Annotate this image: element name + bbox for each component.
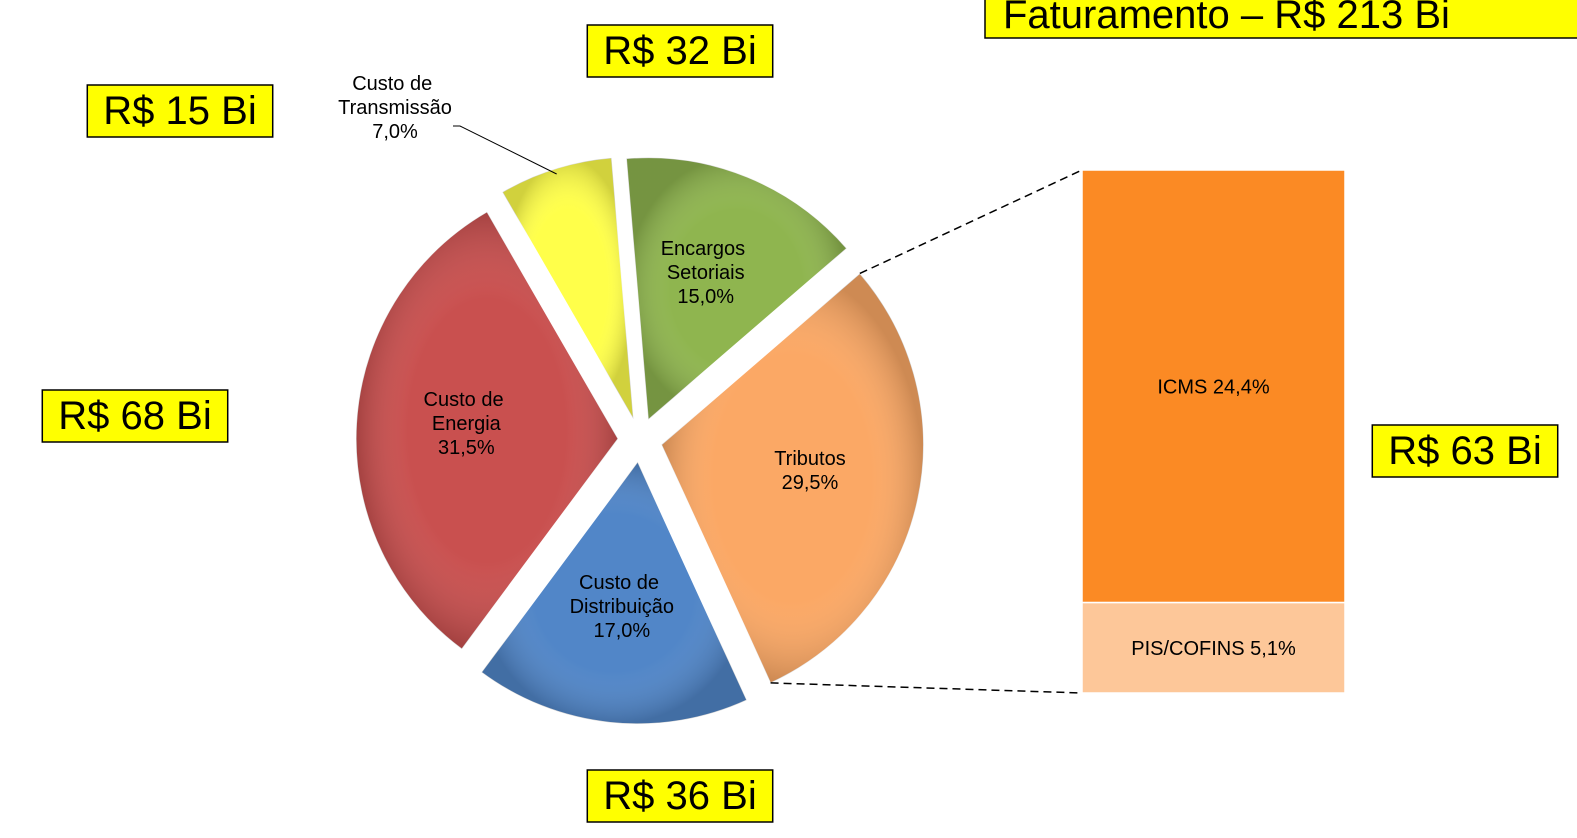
breakdown-bar xyxy=(1081,169,1346,604)
leader-line xyxy=(453,125,557,175)
slice-shade xyxy=(356,211,619,650)
slice-value-label: 7,0% xyxy=(372,121,418,143)
amount-label: R$ 36 Bi xyxy=(603,774,756,818)
breakdown-value: 5,1% xyxy=(1250,638,1296,660)
chart-title: Faturamento – R$ 213 Bi xyxy=(1003,0,1450,37)
slice-shade xyxy=(481,461,747,724)
amount-box xyxy=(41,389,229,443)
amount-box xyxy=(586,769,774,823)
breakdown-value: 24,4% xyxy=(1213,376,1270,398)
slice-label: Encargos Setoriais xyxy=(661,238,751,284)
amount-callout: R$ 32 Bi xyxy=(586,24,774,78)
slice-label: Tributos xyxy=(774,448,846,470)
amount-label: R$ 15 Bi xyxy=(103,89,256,133)
slice-value-label: 29,5% xyxy=(782,472,839,494)
slice-label: Custo de Energia xyxy=(424,389,510,435)
slice-label: Custo de Distribuição xyxy=(570,572,674,618)
amount-box xyxy=(86,84,274,138)
breakdown-bar xyxy=(1081,601,1346,694)
amount-label: R$ 63 Bi xyxy=(1388,429,1541,473)
breakdown-label: PIS/COFINS 5,1% xyxy=(1131,638,1296,660)
breakdown-name: ICMS xyxy=(1157,376,1207,398)
connector xyxy=(859,169,1083,275)
amount-callout: R$ 36 Bi xyxy=(586,769,774,823)
amount-callout: R$ 15 Bi xyxy=(86,84,274,138)
slice-value-label: 17,0% xyxy=(593,620,650,642)
breakdown-label: ICMS 24,4% xyxy=(1157,376,1269,398)
slice-shade xyxy=(626,157,847,420)
slice-shade xyxy=(661,273,924,683)
connector xyxy=(770,682,1083,694)
amount-box xyxy=(586,24,774,78)
amount-callout: R$ 68 Bi xyxy=(41,389,229,443)
title-box xyxy=(984,0,1577,39)
slice-value-label: 15,0% xyxy=(677,286,734,308)
amount-label: R$ 68 Bi xyxy=(58,394,211,438)
amount-label: R$ 32 Bi xyxy=(603,29,756,73)
amount-box xyxy=(1371,424,1559,478)
slice-value-label: 31,5% xyxy=(438,437,495,459)
amount-callout: R$ 63 Bi xyxy=(1371,424,1559,478)
slice-shade xyxy=(502,157,634,420)
slice-label: Custo de Transmissão xyxy=(338,73,452,119)
breakdown-name: PIS/COFINS xyxy=(1131,638,1244,660)
